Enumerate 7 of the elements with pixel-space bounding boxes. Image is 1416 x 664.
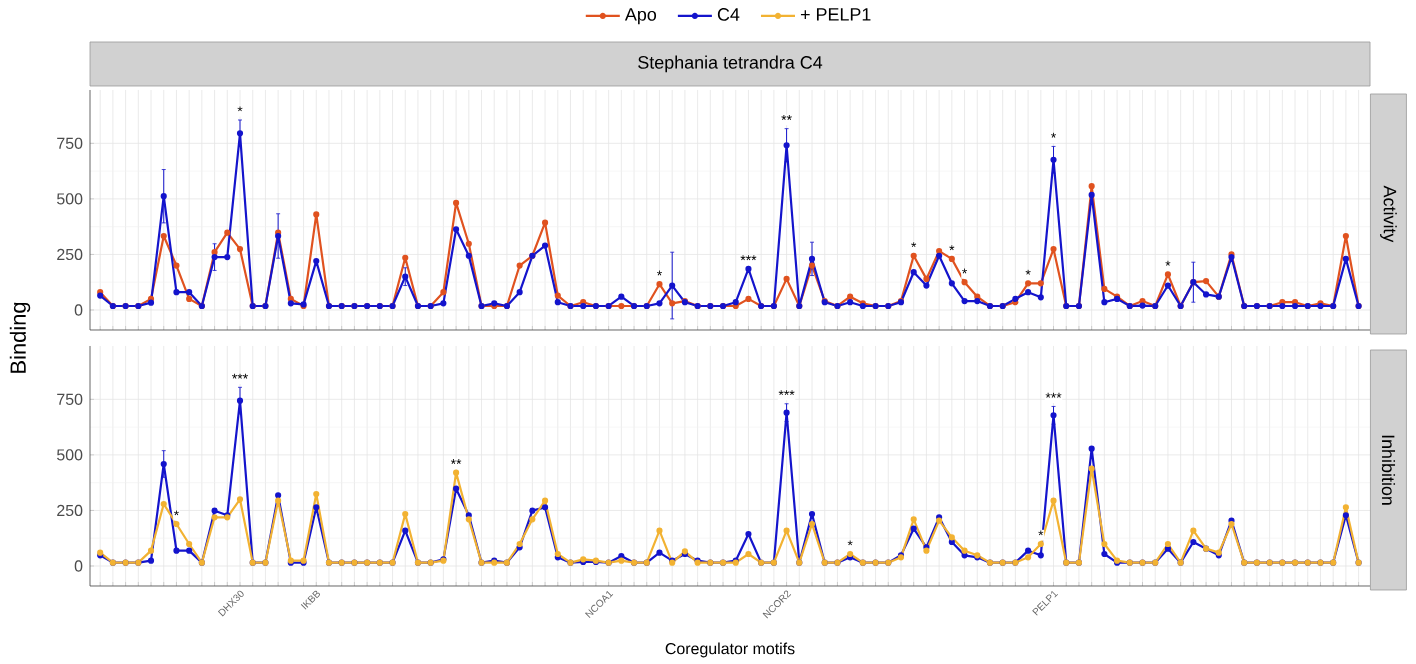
text: + PELP1	[800, 8, 871, 21]
legend-label: Apo	[624, 8, 657, 25]
legend-label: C4	[717, 8, 740, 21]
y-axis-title: Binding	[9, 302, 31, 373]
y2-axis-title: Activity	[1380, 185, 1397, 243]
chart-title: Stephania tetrandra C4	[638, 55, 823, 73]
y2-axis-title: Inhibition	[1381, 435, 1396, 505]
